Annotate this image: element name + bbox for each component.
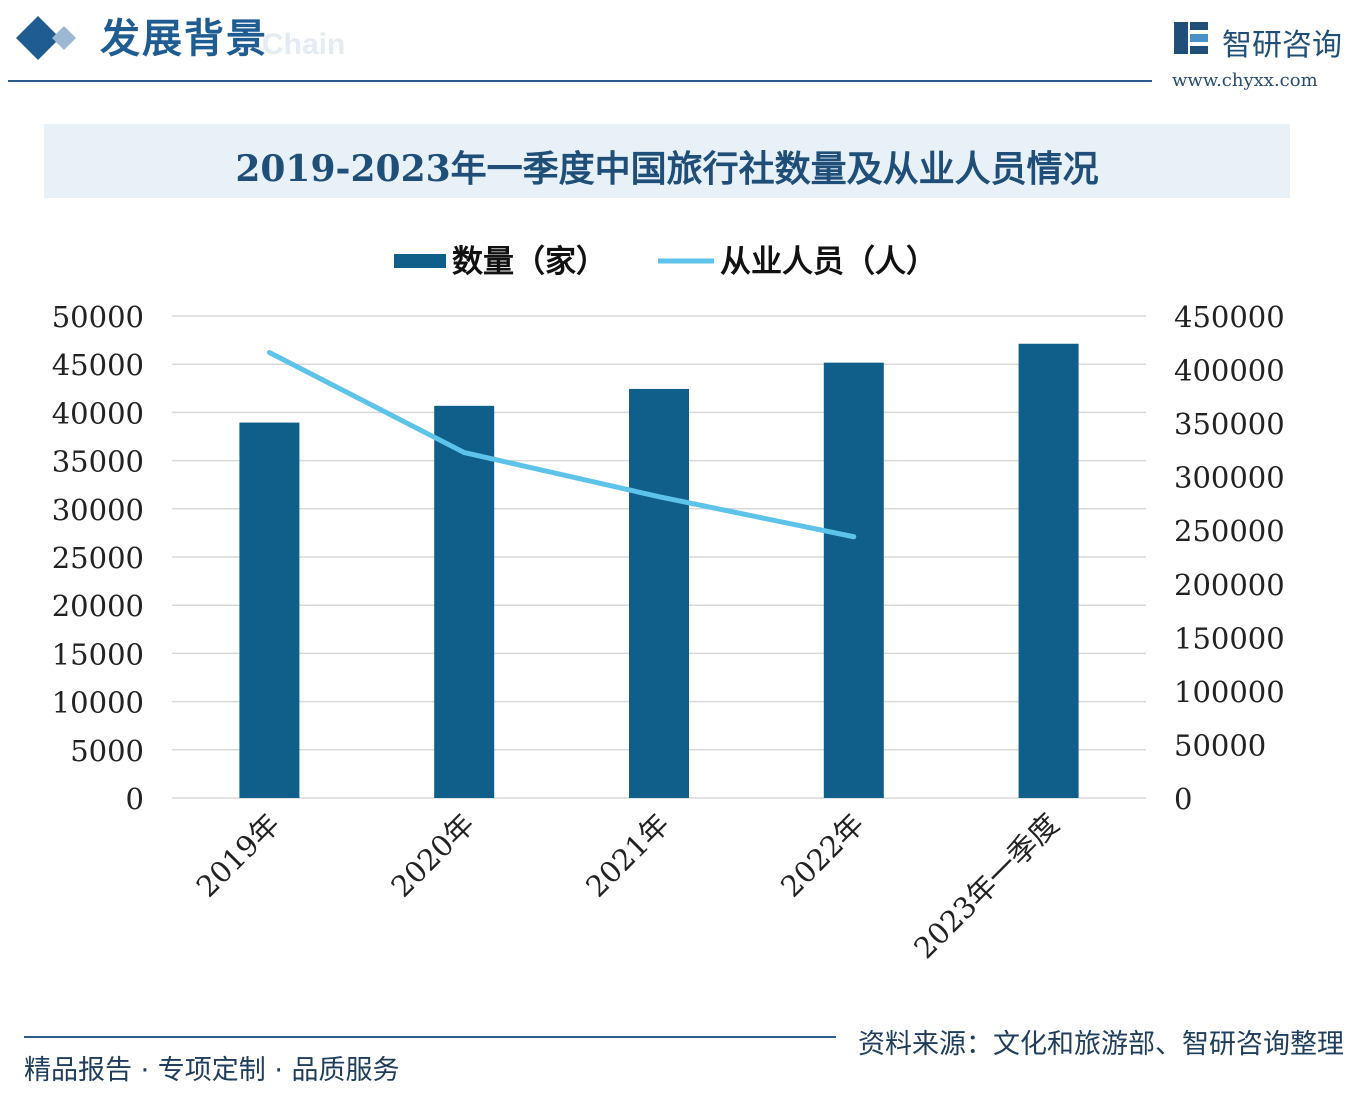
bar [823,362,884,798]
header-diamond-icon [14,14,86,62]
y-right-tick-label: 400000 [1174,354,1285,388]
y-right-tick-label: 350000 [1174,407,1285,441]
y-left-tick-label: 30000 [52,493,144,527]
y-left-tick-label: 15000 [52,637,144,671]
footer-tagline: 精品报告 · 专项定制 · 品质服务 [24,1055,400,1086]
section-title: 发展背景 [100,15,268,62]
x-category-label: 2023年一季度 [907,807,1065,965]
header-divider [8,80,1152,82]
chart-title-band: 2019-2023年一季度中国旅行社数量及从业人员情况 [44,124,1290,198]
y-right-tick-label: 450000 [1174,300,1285,334]
legend-bar-swatch [394,254,446,268]
y-left-tick-label: 40000 [52,396,144,430]
x-category-label: 2022年 [774,807,871,904]
y-left-tick-label: 20000 [52,589,144,623]
bar [629,388,689,798]
y-left-tick-label: 45000 [52,348,144,382]
y-left-tick-label: 25000 [52,541,144,575]
footer-source: 资料来源：文化和旅游部、智研咨询整理 [858,1029,1344,1060]
x-category-label: 2021年 [579,807,676,904]
y-right-tick-label: 250000 [1174,514,1285,548]
x-category-label: 2019年 [190,807,287,904]
y-right-tick-label: 100000 [1174,675,1285,709]
brand-logo: 智研咨询 [1172,20,1342,63]
y-left-tick-label: 35000 [52,445,144,479]
chyxx-logo-icon [1174,22,1208,54]
footer-divider [24,1036,836,1038]
y-right-tick-label: 300000 [1174,461,1285,495]
chart-title: 2019-2023年一季度中国旅行社数量及从业人员情况 [235,148,1099,190]
y-right-tick-label: 0 [1174,782,1192,816]
y-left-tick-label: 0 [126,782,144,816]
y-right-tick-label: 50000 [1174,728,1266,762]
y-left-tick-label: 5000 [70,734,144,768]
y-right-tick-label: 200000 [1174,568,1285,602]
legend-line-label: 从业人员（人） [720,244,937,280]
x-category-label: 2020年 [384,807,481,904]
brand-url: www.chyxx.com [1172,70,1318,91]
legend-bar-label: 数量（家） [452,244,607,280]
bar [1018,343,1079,798]
bar [434,405,495,798]
header-subtitle-faint: Chain [262,28,346,61]
y-right-tick-label: 150000 [1174,621,1285,655]
brand-name: 智研咨询 [1222,28,1342,63]
y-left-tick-label: 50000 [52,300,144,334]
y-left-tick-label: 10000 [52,686,144,720]
bar [239,422,300,798]
line-series-employees [266,349,857,540]
